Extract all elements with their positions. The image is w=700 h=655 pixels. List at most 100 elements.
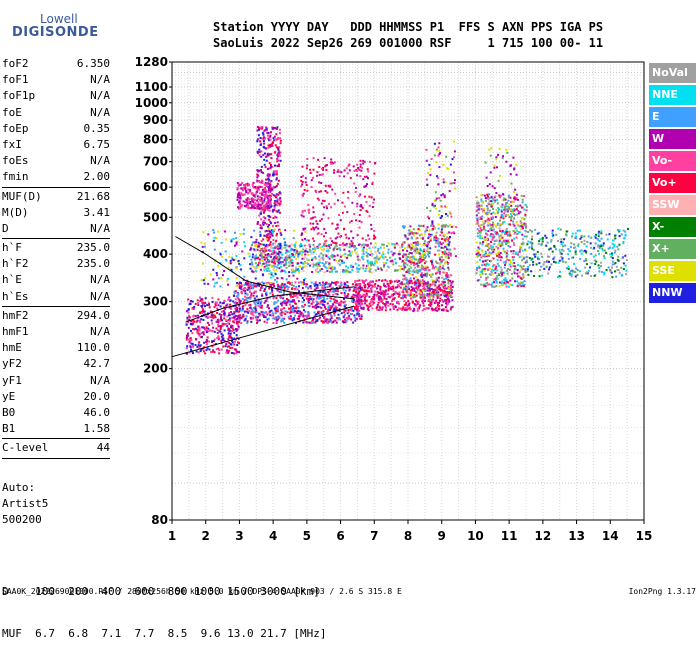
echo-point <box>226 349 228 351</box>
echo-point <box>318 298 320 300</box>
echo-point <box>309 169 311 171</box>
echo-point <box>508 197 510 199</box>
echo-point <box>525 227 527 229</box>
echo-point <box>520 285 522 287</box>
echo-point <box>280 160 282 162</box>
echo-point <box>374 283 376 285</box>
echo-point <box>274 301 276 303</box>
echo-point <box>387 305 389 307</box>
echo-point <box>498 252 500 254</box>
echo-point <box>493 228 495 230</box>
echo-point <box>412 293 414 295</box>
echo-point <box>513 256 515 258</box>
echo-point <box>235 290 237 292</box>
echo-point <box>359 290 361 292</box>
echo-point <box>358 195 360 197</box>
echo-point <box>347 254 349 256</box>
echo-point <box>276 267 278 269</box>
echo-point <box>493 224 495 226</box>
echo-point <box>316 301 318 303</box>
echo-point <box>420 260 422 262</box>
echo-point <box>211 340 213 342</box>
echo-point <box>422 297 424 299</box>
echo-point <box>446 288 448 290</box>
echo-point <box>266 322 268 324</box>
echo-point <box>498 254 500 256</box>
echo-point <box>219 330 221 332</box>
echo-point <box>316 270 318 272</box>
echo-point <box>245 318 247 320</box>
echo-point <box>237 199 239 201</box>
echo-point <box>367 260 369 262</box>
echo-point <box>255 268 257 270</box>
echo-point <box>229 304 231 306</box>
echo-point <box>242 298 244 300</box>
echo-point <box>271 145 273 147</box>
echo-point <box>282 283 284 285</box>
echo-point <box>585 272 587 274</box>
echo-point <box>339 236 341 238</box>
echo-point <box>608 267 610 269</box>
echo-point <box>493 249 495 251</box>
echo-point <box>394 280 396 282</box>
echo-point <box>371 291 373 293</box>
echo-point <box>561 253 563 255</box>
echo-point <box>312 301 314 303</box>
echo-point <box>511 273 513 275</box>
echo-point <box>264 259 266 261</box>
echo-point <box>548 261 550 263</box>
echo-point <box>269 250 271 252</box>
echo-point <box>443 290 445 292</box>
echo-point <box>483 208 485 210</box>
echo-point <box>513 238 515 240</box>
echo-point <box>281 318 283 320</box>
echo-point <box>347 172 349 174</box>
echo-point <box>439 273 441 275</box>
echo-point <box>234 319 236 321</box>
echo-point <box>265 148 267 150</box>
echo-point <box>362 265 364 267</box>
echo-point <box>192 328 194 330</box>
echo-point <box>327 256 329 258</box>
echo-point <box>204 352 206 354</box>
echo-point <box>357 256 359 258</box>
echo-point <box>483 285 485 287</box>
echo-point <box>319 247 321 249</box>
echo-point <box>442 301 444 303</box>
echo-point <box>251 244 253 246</box>
echo-point <box>359 268 361 270</box>
echo-point <box>306 167 308 169</box>
echo-point <box>600 265 602 267</box>
echo-point <box>263 147 265 149</box>
echo-point <box>265 166 267 168</box>
echo-point <box>347 267 349 269</box>
echo-point <box>362 163 364 165</box>
echo-point <box>254 291 256 293</box>
echo-point <box>404 247 406 249</box>
echo-point <box>239 319 241 321</box>
echo-point <box>423 259 425 261</box>
echo-point <box>561 243 563 245</box>
echo-point <box>573 243 575 245</box>
echo-point <box>313 211 315 213</box>
echo-point <box>370 305 372 307</box>
echo-point <box>250 307 252 309</box>
echo-point <box>241 182 243 184</box>
echo-point <box>614 270 616 272</box>
echo-point <box>198 342 200 344</box>
echo-point <box>437 250 439 252</box>
echo-point <box>270 166 272 168</box>
echo-point <box>322 304 324 306</box>
echo-point <box>554 246 556 248</box>
echo-point <box>245 292 247 294</box>
echo-point <box>560 238 562 240</box>
echo-point <box>384 285 386 287</box>
echo-point <box>304 210 306 212</box>
echo-point <box>198 344 200 346</box>
echo-point <box>487 209 489 211</box>
echo-point <box>259 181 261 183</box>
echo-point <box>503 272 505 274</box>
echo-point <box>275 297 277 299</box>
echo-point <box>590 253 592 255</box>
echo-point <box>413 250 415 252</box>
